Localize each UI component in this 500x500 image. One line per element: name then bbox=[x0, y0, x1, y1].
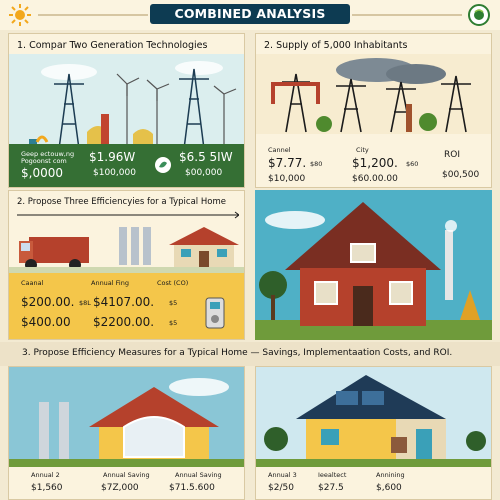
panel3-label3: Cost (CO) bbox=[157, 279, 189, 287]
globe-badge-icon bbox=[468, 4, 490, 26]
panel6-label1: Annual 3 bbox=[268, 471, 297, 479]
yellow-house-illustration bbox=[9, 367, 244, 467]
panel3-value1: $200.00. bbox=[21, 295, 75, 309]
panel1-footer bbox=[9, 144, 244, 187]
panel5-label3: Annual Saving bbox=[175, 471, 222, 479]
panel6-label2: Ieealtect bbox=[318, 471, 347, 479]
panel3-footer bbox=[9, 273, 244, 339]
header-rule-left bbox=[38, 14, 148, 16]
panel-home-savings-right: Annual 3 Ieealtect Annining $2/50 $27.5 … bbox=[255, 366, 492, 500]
panel2-col3-sub: $00,500 bbox=[442, 170, 480, 180]
panel1-title: 1. Compar Two Generation Technologies bbox=[17, 40, 208, 51]
header-banner: COMBINED ANALYSIS bbox=[0, 0, 500, 30]
panel6-value2: $27.5 bbox=[318, 483, 344, 493]
panel2-col1-small: $80 bbox=[310, 160, 323, 168]
panel2-col1-sub: $10,000 bbox=[268, 174, 306, 184]
panel2-col3-label: ROI bbox=[444, 150, 460, 160]
panel2-col2-label: City bbox=[356, 146, 369, 154]
panel1-right-value: $6.5 5IW bbox=[179, 150, 233, 164]
panel1-mid-sub: $100,000 bbox=[93, 168, 136, 178]
panel5-value3: $71.5.600 bbox=[169, 483, 215, 493]
panel3-sub2-small: $5 bbox=[169, 319, 178, 327]
solar-house-illustration bbox=[256, 367, 491, 467]
panel2-title: 2. Supply of 5,000 Inhabitants bbox=[264, 40, 408, 51]
panel-generation-technologies: 1. Compar Two Generation Technologies Ge… bbox=[8, 33, 245, 188]
panel6-value3: $,600 bbox=[376, 483, 402, 493]
section3-title: 3. Propose Efficiency Measures for a Typ… bbox=[22, 348, 453, 358]
sun-icon bbox=[9, 4, 31, 26]
section3-strip: 3. Propose Efficiency Measures for a Typ… bbox=[0, 342, 500, 366]
panel6-footer bbox=[256, 467, 491, 499]
panel-supply-inhabitants: 2. Supply of 5,000 Inhabitants Cannel $7… bbox=[255, 33, 492, 188]
leaf-badge-icon bbox=[155, 157, 171, 173]
panel2-col1-value: $7.77. bbox=[268, 156, 307, 170]
panel3-label1: Caanal bbox=[21, 279, 44, 287]
panel3-sub2: $2200.00. bbox=[93, 315, 155, 329]
panel3-sub1: $400.00 bbox=[21, 315, 71, 329]
panel1-left-value: $,0000 bbox=[21, 166, 63, 180]
panel2-footer bbox=[256, 134, 491, 187]
panel5-label1: Annual 2 bbox=[31, 471, 60, 479]
panel3-value2-small: $5 bbox=[169, 299, 178, 307]
truck-and-house-illustration bbox=[9, 219, 244, 273]
panel5-label2: Annual Saving bbox=[103, 471, 150, 479]
panel3-title: 2. Propose Three Efficiencyies for a Typ… bbox=[17, 197, 226, 207]
panel2-col2-small: $60 bbox=[406, 160, 419, 168]
red-house-illustration bbox=[255, 190, 492, 340]
panel1-tiny-label2: Pogoonst com bbox=[21, 157, 67, 165]
arrow-divider bbox=[17, 211, 239, 219]
page-title: COMBINED ANALYSIS bbox=[150, 4, 350, 24]
panel5-footer bbox=[9, 467, 244, 499]
panel-home-savings-left: Annual 2 Annual Saving Annual Saving $1,… bbox=[8, 366, 245, 500]
panel1-tiny-label: Geep ectouw,ng bbox=[21, 150, 75, 158]
panel-three-efficiencies: 2. Propose Three Efficiencyies for a Typ… bbox=[8, 190, 245, 340]
panel3-label2: Annual Fing bbox=[91, 279, 129, 287]
panel6-label3: Annining bbox=[376, 471, 405, 479]
panel1-mid-value: $1.96W bbox=[89, 150, 136, 164]
panel2-col2-sub: $60.00.00 bbox=[352, 174, 398, 184]
panel5-value2: $7Z,000 bbox=[101, 483, 139, 493]
panel3-value2: $4107.00. bbox=[93, 295, 155, 309]
panel2-col1-label: Cannel bbox=[268, 146, 291, 154]
panel3-value1-small: $8L bbox=[79, 299, 91, 307]
panel-house-illustration bbox=[255, 190, 492, 340]
panel5-value1: $1,560 bbox=[31, 483, 63, 493]
panel1-right-sub: $00,000 bbox=[185, 168, 223, 178]
panel6-value1: $2/50 bbox=[268, 483, 294, 493]
thermostat-icon bbox=[205, 297, 225, 329]
header-rule-right bbox=[352, 14, 462, 16]
panel2-col2-value: $1,200. bbox=[352, 156, 398, 170]
transmission-towers-illustration bbox=[256, 54, 491, 134]
